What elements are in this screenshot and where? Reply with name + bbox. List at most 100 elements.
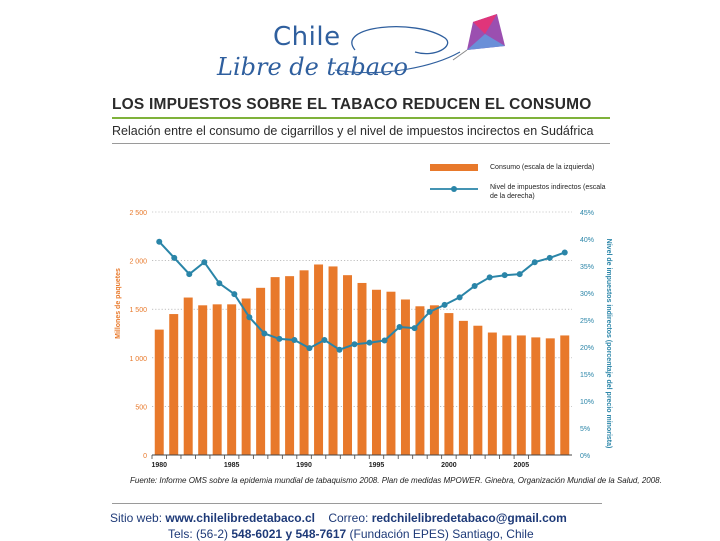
left-axis-title: Millones de paquetes [115, 268, 122, 339]
x-tick-label: 1990 [296, 462, 312, 469]
phones-label: Tels: (56-2) [168, 527, 229, 541]
bar-consumo [429, 305, 439, 455]
bar-consumo [545, 338, 555, 455]
bar-consumo [458, 320, 468, 455]
legend-impuestos: Nivel de impuestos indirectos (escala de… [490, 184, 606, 200]
right-tick-label: 0% [580, 453, 590, 460]
x-tick-label: 1995 [369, 462, 385, 469]
left-tick-label: 0 [143, 453, 147, 460]
bar-consumo [386, 291, 396, 455]
legend-consumo: Consumo (escala de la izquierda) [490, 164, 595, 171]
left-tick-label: 500 [135, 404, 147, 411]
bar-consumo [531, 337, 541, 455]
title-divider [112, 117, 610, 119]
x-tick-label: 1985 [224, 462, 240, 469]
right-tick-label: 20% [580, 345, 594, 352]
line-point [261, 330, 268, 337]
line-point [426, 308, 433, 315]
right-axis-title: Nivel de impuestos indirectos (porcentaj… [605, 239, 612, 449]
chile-libre-de-tabaco-logo: Chile Libre de tabaco [205, 8, 525, 86]
web-link[interactable]: www.chilelibredetabaco.cl [165, 511, 315, 525]
line-point [366, 339, 373, 346]
line-point [321, 336, 328, 343]
line-point [411, 325, 418, 332]
bar-consumo [314, 264, 324, 455]
chart-title: LOS IMPUESTOS SOBRE EL TABACO REDUCEN EL… [112, 96, 592, 113]
line-point [531, 259, 538, 266]
line-impuestos [158, 241, 566, 351]
x-tick-label: 2000 [441, 462, 457, 469]
line-point [516, 271, 523, 278]
line-point [201, 259, 208, 266]
chart-source: Fuente: Informe OMS sobre la epidemia mu… [130, 476, 662, 485]
bar-consumo [343, 275, 353, 455]
bar-consumo [357, 282, 367, 455]
line-point [441, 301, 448, 308]
phone-join: y [285, 527, 293, 541]
bar-consumo [328, 266, 338, 455]
x-tick-label: 2005 [514, 462, 530, 469]
line-point [291, 336, 298, 343]
line-point [231, 291, 238, 298]
line-point [246, 314, 253, 321]
left-tick-label: 1 000 [129, 356, 147, 363]
line-point [486, 274, 493, 281]
org-text: (Fundación EPES) Santiago, Chile [349, 527, 534, 541]
mail-link[interactable]: redchilelibredetabaco@gmail.com [371, 511, 567, 525]
line-point [501, 272, 508, 279]
bar-consumo [400, 299, 410, 455]
left-tick-label: 1 500 [129, 307, 147, 314]
phone-2: 548-7617 [295, 527, 347, 541]
phone-1: 548-6021 [231, 527, 283, 541]
right-tick-label: 35% [580, 264, 594, 271]
logo-chile-text: Chile [273, 22, 341, 52]
kite-icon [334, 14, 505, 74]
bar-consumo [560, 335, 570, 455]
line-point [396, 324, 403, 331]
bar-consumo [299, 270, 309, 455]
bar-consumo [444, 313, 454, 455]
right-tick-label: 40% [580, 237, 594, 244]
bar-consumo [502, 335, 512, 455]
line-point [171, 254, 178, 261]
right-tick-label: 5% [580, 426, 590, 433]
line-point [471, 282, 478, 289]
line-point [156, 238, 163, 245]
legend-line-marker [451, 186, 457, 192]
right-tick-label: 30% [580, 291, 594, 298]
bar-consumo [169, 314, 179, 455]
left-tick-label: 2 000 [129, 259, 147, 266]
line-point [306, 345, 313, 352]
bar-consumo [487, 332, 497, 455]
bar-consumo [154, 329, 164, 455]
subtitle-divider [112, 143, 610, 144]
legend-swatches [430, 164, 478, 192]
right-tick-label: 25% [580, 318, 594, 325]
footer-phone-line: Tels: (56-2) 548-6021 y 548-7617 (Fundac… [168, 527, 534, 541]
bar-consumo [183, 297, 193, 455]
line-point [381, 337, 388, 344]
right-tick-label: 45% [580, 210, 594, 217]
line-point [561, 249, 568, 256]
bar-consumo [198, 305, 208, 455]
line-point [351, 341, 358, 348]
bar-consumo [285, 276, 295, 455]
bar-consumo [270, 277, 280, 455]
bar-consumo [473, 325, 483, 455]
chart-subtitle: Relación entre el consumo de cigarrillos… [112, 124, 594, 138]
bar-consumo [212, 304, 222, 455]
legend-bar-swatch [430, 164, 478, 171]
line-point [336, 346, 343, 353]
right-tick-label: 15% [580, 372, 594, 379]
x-tick-label: 1980 [151, 462, 167, 469]
bar-consumo [227, 304, 237, 455]
line-point [546, 254, 553, 261]
bar-consumo [371, 289, 381, 455]
line-point [216, 280, 223, 287]
bar-consumo [256, 287, 266, 455]
bar-consumo [516, 335, 526, 455]
line-point [276, 335, 283, 342]
line-point [456, 294, 463, 301]
footer-contact-line: Sitio web: www.chilelibredetabaco.cl Cor… [110, 511, 567, 525]
